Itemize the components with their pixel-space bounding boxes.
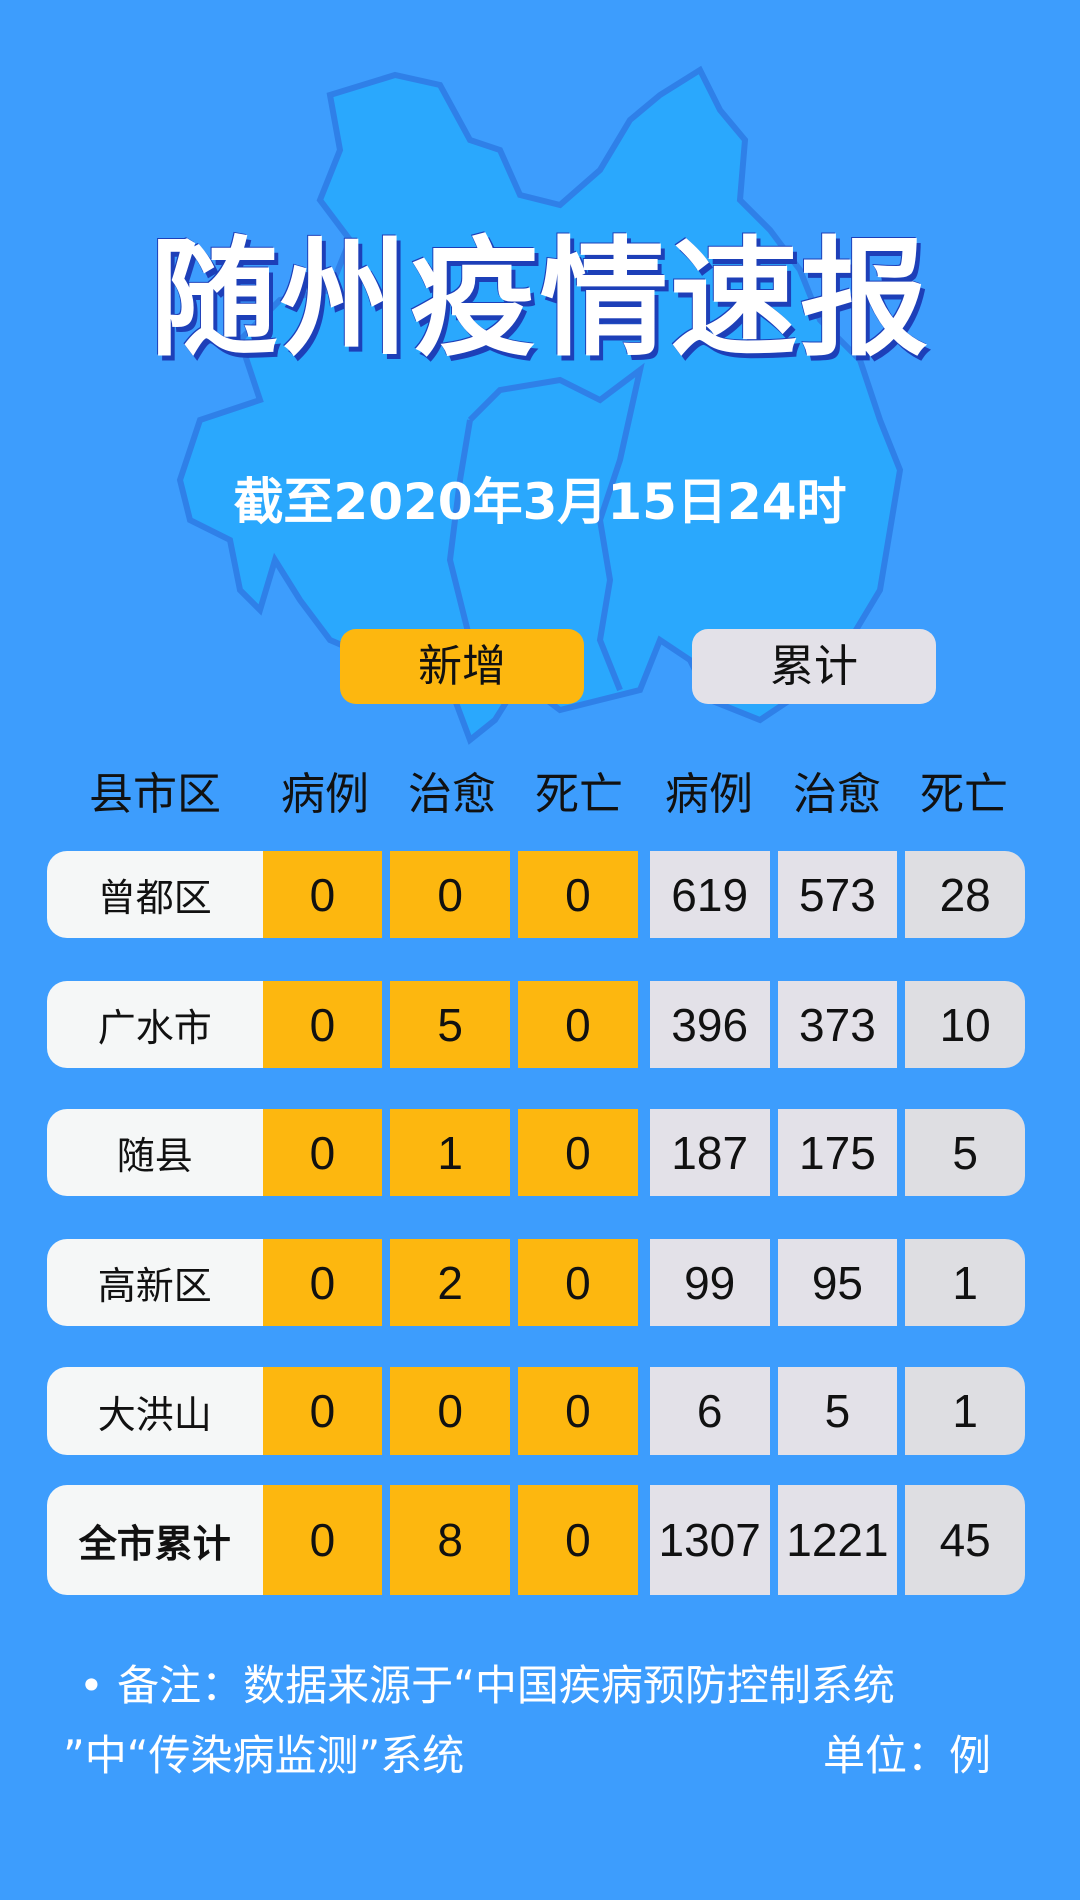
table-row: 广水市 0 5 0 396 373 10	[47, 981, 1026, 1068]
cell-new-cases: 0	[262, 1239, 383, 1326]
header-total-cases: 病例	[665, 769, 753, 820]
tab-total: 累计	[692, 629, 936, 704]
district-name: 高新区	[47, 1239, 263, 1326]
cell-new-cases: 0	[262, 1485, 383, 1595]
cell-new-deaths: 0	[518, 1485, 638, 1595]
cell-total-deaths: 45	[905, 1485, 1026, 1595]
cell-total-deaths: 10	[905, 981, 1026, 1068]
cell-total-cases: 396	[649, 981, 770, 1068]
table-row-city-total: 全市累计 0 8 0 1307 1221 45	[47, 1485, 1026, 1595]
unit-label: 单位：例	[822, 1731, 991, 1780]
district-name: 随县	[47, 1109, 263, 1196]
cell-new-deaths: 0	[518, 1239, 638, 1326]
page-title: 随州疫情速报	[149, 225, 930, 374]
district-name: 大洪山	[47, 1367, 263, 1455]
cell-total-cases: 1307	[649, 1485, 770, 1595]
cell-new-cured: 1	[390, 1109, 511, 1196]
tab-new: 新增	[340, 629, 584, 704]
cell-new-cases: 0	[262, 851, 383, 938]
district-name: 全市累计	[47, 1485, 263, 1595]
cell-total-deaths: 1	[905, 1239, 1026, 1326]
table-row: 随县 0 1 0 187 175 5	[47, 1109, 1026, 1196]
cell-total-cases: 187	[649, 1109, 770, 1196]
cell-new-cured: 8	[390, 1485, 511, 1595]
cell-total-cured: 175	[777, 1109, 898, 1196]
header-total-deaths: 死亡	[920, 769, 1008, 820]
cell-total-cases: 99	[649, 1239, 770, 1326]
cell-total-deaths: 28	[905, 851, 1026, 938]
table-row: 大洪山 0 0 0 6 5 1	[47, 1367, 1026, 1455]
date-subtitle: 截至2020年3月15日24时	[233, 473, 847, 531]
cell-new-cases: 0	[262, 1367, 383, 1455]
cell-total-cases: 619	[649, 851, 770, 938]
header-district: 县市区	[89, 769, 221, 820]
header-total-cured: 治愈	[793, 769, 881, 820]
cell-new-deaths: 0	[518, 1109, 638, 1196]
cell-new-deaths: 0	[518, 1367, 638, 1455]
cell-new-cured: 0	[390, 851, 511, 938]
cell-new-deaths: 0	[518, 981, 638, 1068]
cell-new-cases: 0	[262, 981, 383, 1068]
header-new-cured: 治愈	[408, 769, 496, 820]
header-new-deaths: 死亡	[535, 769, 623, 820]
note-line-2: ”中“传染病监测”系统	[63, 1731, 465, 1780]
header-new-cases: 病例	[281, 769, 369, 820]
district-name: 广水市	[47, 981, 263, 1068]
cell-new-cured: 5	[390, 981, 511, 1068]
cell-total-deaths: 5	[905, 1109, 1026, 1196]
cell-new-cases: 0	[262, 1109, 383, 1196]
cell-total-cured: 5	[777, 1367, 898, 1455]
table-row: 高新区 0 2 0 99 95 1	[47, 1239, 1026, 1326]
cell-total-cases: 6	[649, 1367, 770, 1455]
cell-total-cured: 95	[777, 1239, 898, 1326]
cell-new-deaths: 0	[518, 851, 638, 938]
district-name: 曾都区	[47, 851, 263, 938]
cell-total-cured: 1221	[777, 1485, 898, 1595]
cell-total-cured: 373	[777, 981, 898, 1068]
table-row: 曾都区 0 0 0 619 573 28	[47, 851, 1026, 938]
cell-new-cured: 0	[390, 1367, 511, 1455]
note-line-1: • 备注：数据来源于“中国疾病预防控制系统	[79, 1661, 895, 1710]
cell-new-cured: 2	[390, 1239, 511, 1326]
cell-total-deaths: 1	[905, 1367, 1026, 1455]
cell-total-cured: 573	[777, 851, 898, 938]
